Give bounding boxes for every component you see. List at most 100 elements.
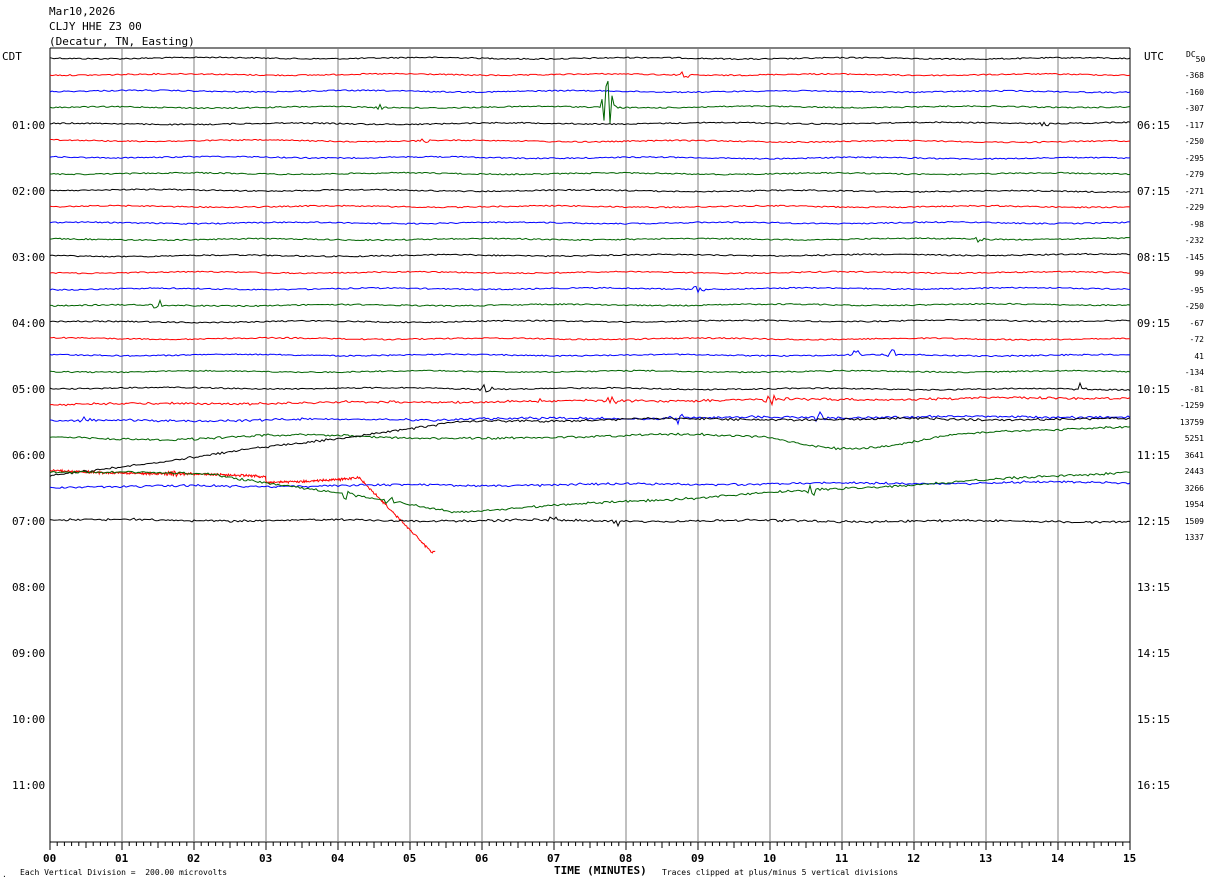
cdt-hour-label: 10:00 (12, 713, 46, 726)
dc-offset-label: -95 (1189, 285, 1204, 295)
trace-row-5 (50, 138, 1131, 144)
dc-offset-label: -368 (1184, 71, 1204, 80)
cdt-hour-label: 11:00 (12, 779, 46, 792)
utc-hour-label: 14:15 (1137, 647, 1171, 660)
trace-row-25 (49, 468, 436, 554)
x-tick-label: 14 (1051, 852, 1065, 865)
utc-hour-label: 15:15 (1137, 713, 1171, 726)
dc-offset-label: -67 (1189, 318, 1204, 328)
date-label: Mar10,2026 (49, 5, 116, 18)
x-tick-label: 04 (331, 852, 345, 865)
trace-row-12 (49, 252, 1131, 258)
x-tick-label: 05 (403, 852, 417, 865)
dc-offset-label: -98 (1189, 219, 1204, 229)
x-tick-label: 02 (187, 852, 201, 865)
dc-offset-label: -1259 (1179, 401, 1204, 410)
utc-hour-label: 12:15 (1137, 515, 1171, 528)
x-tick-label: 00 (43, 852, 57, 865)
x-tick-label: 11 (835, 852, 849, 865)
utc-axis-title: UTC (1144, 50, 1164, 63)
trace-row-4 (49, 121, 1131, 127)
trace-row-3 (49, 80, 1131, 124)
utc-hour-label: 11:15 (1137, 449, 1171, 462)
utc-hour-label: 16:15 (1137, 779, 1171, 792)
x-tick-label: 07 (547, 852, 561, 865)
utc-hour-label: 06:15 (1137, 119, 1171, 132)
utc-hour-label: 13:15 (1137, 581, 1171, 594)
dc-offset-label: -250 (1184, 137, 1204, 146)
dc-offset-label: -134 (1184, 368, 1204, 377)
utc-hour-label: 08:15 (1137, 251, 1171, 264)
dc-offset-label: 5251 (1184, 434, 1204, 443)
dc-offset-label: 2443 (1184, 467, 1204, 476)
dc-offset-label: 13759 (1179, 417, 1204, 427)
dc-offset-label: 41 (1194, 351, 1204, 361)
trace-row-6 (49, 155, 1131, 160)
dc-offset-label: 1337 (1184, 533, 1204, 542)
dc-offset-label: -307 (1184, 104, 1204, 113)
trace-row-10 (49, 220, 1131, 225)
dc-header: DC50 (1186, 50, 1206, 64)
cdt-hour-label: 09:00 (12, 647, 46, 660)
utc-hour-label: 09:15 (1137, 317, 1171, 330)
x-tick-label: 10 (763, 852, 777, 865)
dc-offset-label: -232 (1184, 236, 1204, 245)
dc-offset-label: -160 (1184, 87, 1204, 97)
cdt-hour-label: 07:00 (12, 515, 46, 528)
footer-mark: . (2, 870, 7, 879)
utc-hour-label: 07:15 (1137, 185, 1171, 198)
trace-row-11 (49, 236, 1130, 244)
trace-row-18 (49, 349, 1131, 358)
dc-offset-label: -271 (1184, 186, 1204, 196)
trace-row-20 (49, 381, 1131, 393)
trace-row-15 (50, 298, 1131, 309)
dc-offset-label: 99 (1194, 269, 1204, 278)
trace-row-1 (49, 71, 1131, 79)
trace-row-24 (49, 416, 1131, 477)
trace-row-21 (49, 393, 1131, 407)
trace-row-8 (49, 188, 1130, 194)
x-tick-label: 01 (115, 852, 129, 865)
dc-offset-label: 1509 (1184, 516, 1204, 526)
trace-row-28 (49, 516, 1131, 528)
x-tick-label: 03 (259, 852, 273, 865)
dc-offset-label: -81 (1189, 384, 1204, 394)
dc-offset-label: -295 (1184, 153, 1204, 163)
trace-row-19 (49, 369, 1131, 374)
x-tick-label: 08 (619, 852, 633, 865)
dc-offset-label: -279 (1184, 170, 1204, 179)
station-label: CLJY HHE Z3 00 (49, 20, 142, 33)
x-axis-label: TIME (MINUTES) (554, 864, 647, 877)
cdt-hour-label: 03:00 (12, 251, 46, 264)
x-tick-label: 09 (691, 852, 705, 865)
dc-offset-label: 1954 (1184, 500, 1204, 509)
x-tick-label: 06 (475, 852, 489, 865)
dc-offset-label: -250 (1184, 302, 1204, 311)
cdt-hour-label: 01:00 (12, 119, 46, 132)
cdt-hour-label: 06:00 (12, 449, 46, 462)
dc-offset-label: -117 (1184, 120, 1204, 130)
dc-offset-label: -229 (1184, 203, 1204, 212)
x-tick-label: 13 (979, 852, 993, 865)
cdt-hour-label: 05:00 (12, 383, 46, 396)
trace-row-22 (49, 410, 1131, 426)
cdt-axis-title: CDT (2, 50, 22, 63)
trace-row-16 (49, 318, 1131, 324)
trace-row-0 (49, 56, 1131, 61)
clip-note: Traces clipped at plus/minus 5 vertical … (662, 868, 899, 877)
trace-row-7 (50, 171, 1131, 176)
utc-hour-label: 10:15 (1137, 383, 1171, 396)
dc-offset-label: -72 (1189, 335, 1204, 344)
trace-row-26 (49, 480, 1131, 489)
scale-note: Each Vertical Division = 200.00 microvol… (20, 868, 228, 877)
trace-row-14 (49, 285, 1131, 294)
x-tick-label: 12 (907, 852, 921, 865)
cdt-hour-label: 04:00 (12, 317, 46, 330)
cdt-hour-label: 08:00 (12, 581, 46, 594)
x-tick-label: 15 (1123, 852, 1137, 865)
trace-row-27 (49, 470, 1131, 514)
dc-offset-label: 3266 (1184, 483, 1204, 493)
trace-row-9 (49, 204, 1131, 209)
trace-row-17 (49, 336, 1131, 341)
